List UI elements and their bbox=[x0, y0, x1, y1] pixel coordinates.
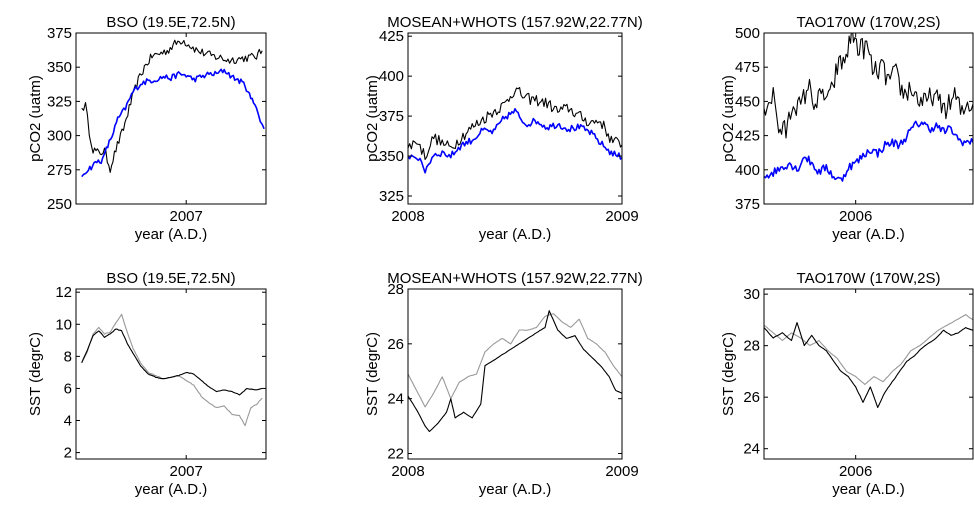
chart-title: MOSEAN+WHOTS (157.92W,22.77N) bbox=[387, 270, 643, 287]
subplot-mosean-sst: 22 24 26 28 2008 2009 MOSEAN+WHOTS (157.92W,22… bbox=[364, 270, 643, 498]
ytick-label: 30 bbox=[743, 286, 760, 303]
subplot-bso-pco2: 250 275 300 325 350 375 2007 BSO (19.5E,72.5N) y… bbox=[27, 14, 267, 243]
ytick-label: 325 bbox=[379, 188, 404, 205]
chart-title: BSO (19.5E,72.5N) bbox=[106, 270, 235, 287]
ytick-label: 400 bbox=[735, 162, 760, 179]
xtick-label: 2007 bbox=[170, 208, 203, 225]
y-axis-label: pCO2 (uatm) bbox=[27, 75, 44, 162]
x-axis-label: year (A.D.) bbox=[135, 481, 208, 498]
ytick-label: 375 bbox=[47, 25, 72, 42]
series-line-0 bbox=[408, 313, 622, 408]
series-line-1 bbox=[408, 108, 622, 174]
xtick-label: 2009 bbox=[605, 463, 638, 480]
series-line-0 bbox=[81, 39, 263, 173]
ytick-label: 450 bbox=[735, 93, 760, 110]
axes-frame bbox=[407, 32, 623, 205]
xtick-label: 2008 bbox=[391, 463, 424, 480]
subplot-grid: 250 275 300 325 350 375 2007 BSO (19.5E,72.5N) y… bbox=[27, 14, 974, 498]
y-axis-label: pCO2 (uatm) bbox=[720, 75, 737, 162]
chart-title: TAO170W (170W,2S) bbox=[797, 14, 941, 31]
xtick-label: 2007 bbox=[170, 463, 203, 480]
ytick-label: 250 bbox=[47, 196, 72, 213]
axes-frame bbox=[763, 32, 974, 205]
axes-frame bbox=[407, 288, 623, 460]
ytick-label: 350 bbox=[379, 148, 404, 165]
ytick-label: 24 bbox=[387, 391, 404, 408]
ytick-label: 2 bbox=[64, 445, 72, 462]
x-axis-label: year (A.D.) bbox=[832, 226, 905, 243]
ytick-label: 300 bbox=[47, 128, 72, 145]
series-line-0 bbox=[764, 314, 973, 386]
axes-frame bbox=[75, 32, 267, 205]
ytick-label: 28 bbox=[743, 338, 760, 355]
x-axis-label: year (A.D.) bbox=[832, 481, 905, 498]
y-axis-label: SST (degrC) bbox=[720, 332, 737, 416]
axes-frame bbox=[763, 288, 974, 460]
chart-title: BSO (19.5E,72.5N) bbox=[106, 14, 235, 31]
ytick-label: 500 bbox=[735, 25, 760, 42]
series-group bbox=[764, 314, 973, 409]
series-group bbox=[408, 86, 622, 174]
ytick-label: 400 bbox=[379, 68, 404, 85]
axes-frame bbox=[75, 288, 267, 460]
ytick-label: 26 bbox=[743, 389, 760, 406]
ytick-label: 6 bbox=[64, 380, 72, 397]
plot-area bbox=[408, 289, 622, 459]
chart-title: TAO170W (170W,2S) bbox=[797, 270, 941, 287]
y-axis-label: pCO2 (uatm) bbox=[364, 75, 381, 162]
ytick-label: 375 bbox=[735, 196, 760, 213]
xtick-label: 2006 bbox=[839, 463, 872, 480]
ytick-label: 425 bbox=[735, 128, 760, 145]
ytick-label: 12 bbox=[55, 284, 72, 301]
ytick-label: 22 bbox=[387, 446, 404, 463]
ytick-label: 475 bbox=[735, 59, 760, 76]
x-axis-label: year (A.D.) bbox=[479, 226, 552, 243]
series-line-1 bbox=[764, 322, 973, 409]
series-group bbox=[81, 313, 263, 427]
x-axis-label: year (A.D.) bbox=[135, 226, 208, 243]
y-axis-label: SST (degrC) bbox=[27, 332, 44, 416]
series-line-0 bbox=[408, 86, 622, 161]
ytick-label: 350 bbox=[47, 59, 72, 76]
series-line-1 bbox=[81, 328, 263, 396]
series-group bbox=[764, 33, 973, 182]
subplot-tao-pco2: 375 400 425 450 475 500 2006 TAO170W (170W,2S) y… bbox=[720, 14, 974, 243]
ytick-label: 425 bbox=[379, 28, 404, 45]
series-line-1 bbox=[81, 68, 265, 178]
xtick-label: 2008 bbox=[391, 208, 424, 225]
plot-area bbox=[76, 289, 266, 459]
series-group bbox=[408, 310, 622, 433]
ytick-label: 10 bbox=[55, 316, 72, 333]
ytick-label: 24 bbox=[743, 441, 760, 458]
ytick-label: 26 bbox=[387, 336, 404, 353]
plot-area bbox=[408, 33, 622, 204]
xtick-label: 2006 bbox=[839, 208, 872, 225]
ytick-label: 8 bbox=[64, 348, 72, 365]
ytick-label: 375 bbox=[379, 108, 404, 125]
x-axis-label: year (A.D.) bbox=[479, 481, 552, 498]
ytick-label: 28 bbox=[387, 281, 404, 298]
series-line-1 bbox=[764, 120, 973, 182]
xtick-label: 2009 bbox=[605, 208, 638, 225]
series-line-0 bbox=[764, 33, 973, 139]
plot-area bbox=[764, 289, 973, 459]
series-line-1 bbox=[408, 310, 622, 433]
subplot-mosean-pco2: 325 350 375 400 425 2008 2009 MOSEAN+WHOTS (157… bbox=[364, 14, 643, 243]
y-axis-label: SST (degrC) bbox=[364, 332, 381, 416]
ytick-label: 4 bbox=[64, 413, 72, 430]
chart-title: MOSEAN+WHOTS (157.92W,22.77N) bbox=[387, 14, 643, 31]
ytick-label: 275 bbox=[47, 162, 72, 179]
subplot-tao-sst: 24 26 28 30 2006 TAO170W (170W,2S) year (A.D.)… bbox=[720, 270, 974, 498]
series-group bbox=[81, 39, 265, 178]
subplot-bso-sst: 2 4 6 8 10 12 2007 BSO (19.5E,72.5N) year (A.D.)… bbox=[27, 270, 267, 498]
plot-area bbox=[764, 33, 973, 204]
ytick-label: 325 bbox=[47, 93, 72, 110]
